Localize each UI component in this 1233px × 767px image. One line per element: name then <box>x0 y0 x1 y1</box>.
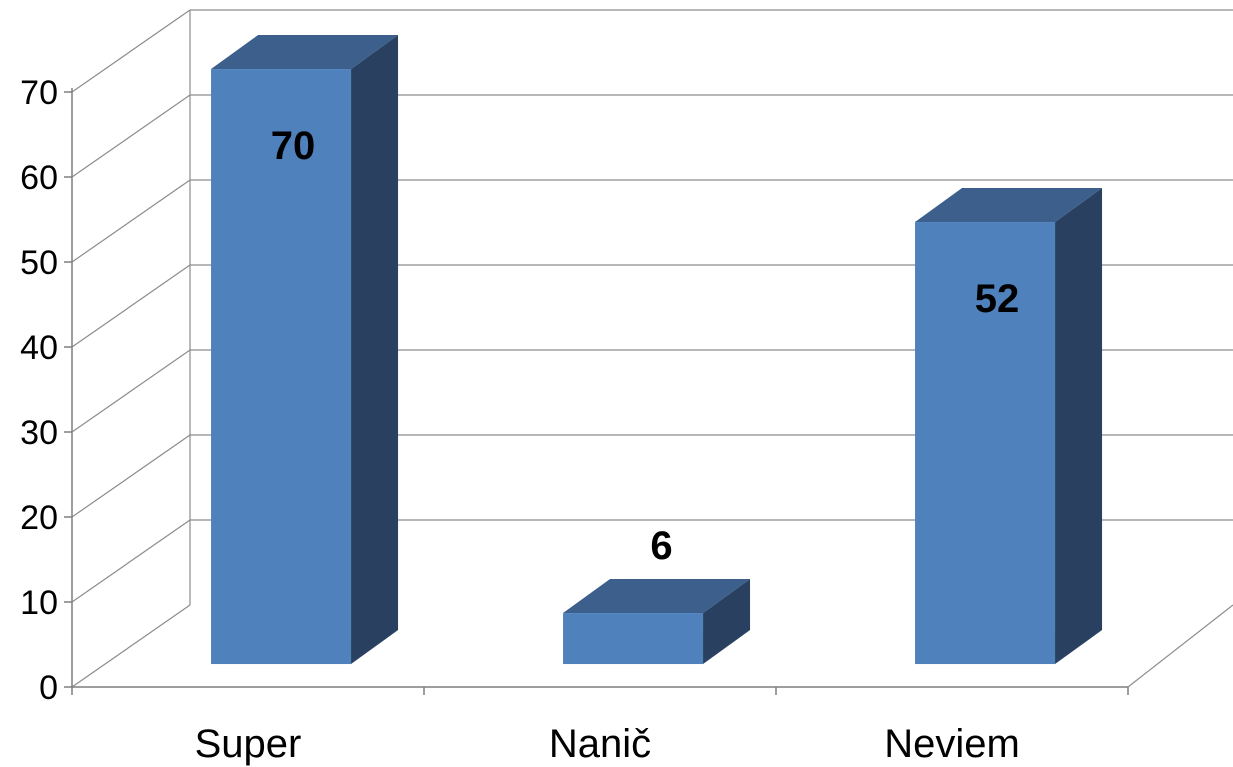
bar-side <box>1055 188 1103 665</box>
axes <box>64 88 1129 695</box>
category-label: Nanič <box>549 722 651 766</box>
side-gridline <box>71 434 191 518</box>
category-label: Super <box>195 722 302 766</box>
side-gridline <box>71 94 191 178</box>
y-tick-label: 20 <box>20 499 58 537</box>
side-gridline <box>71 179 191 263</box>
data-labels: 70 6 52 <box>271 124 1019 568</box>
side-gridline <box>71 9 191 93</box>
bar-front <box>563 613 704 665</box>
side-gridline <box>71 264 191 348</box>
data-label: 6 <box>650 524 672 568</box>
y-tick-label: 0 <box>39 669 58 707</box>
bar <box>563 579 751 665</box>
bar-front <box>211 69 352 665</box>
y-tick-label: 60 <box>20 159 58 197</box>
y-axis-tick-labels: 0 10 20 30 40 50 60 70 <box>20 74 58 707</box>
y-tick-label: 40 <box>20 329 58 367</box>
floor-right-edge <box>1127 604 1233 688</box>
category-label: Neviem <box>884 722 1020 766</box>
y-tick-label: 30 <box>20 414 58 452</box>
bar <box>915 188 1103 665</box>
y-tick-label: 50 <box>20 244 58 282</box>
bar-side <box>703 579 751 665</box>
bar-front <box>915 222 1056 665</box>
side-gridline <box>71 349 191 433</box>
bar-top <box>563 579 751 614</box>
data-label: 52 <box>975 277 1020 321</box>
bar-top <box>915 188 1103 223</box>
bar-top <box>211 35 399 70</box>
bar-side <box>351 35 399 665</box>
side-gridline <box>71 519 191 603</box>
y-tick-label: 10 <box>20 584 58 622</box>
data-label: 70 <box>271 124 316 168</box>
x-axis-category-labels: Super Nanič Neviem <box>195 722 1020 766</box>
bars <box>211 35 1103 665</box>
y-tick-label: 70 <box>20 74 58 112</box>
side-gridline <box>71 604 191 688</box>
bar <box>211 35 399 665</box>
